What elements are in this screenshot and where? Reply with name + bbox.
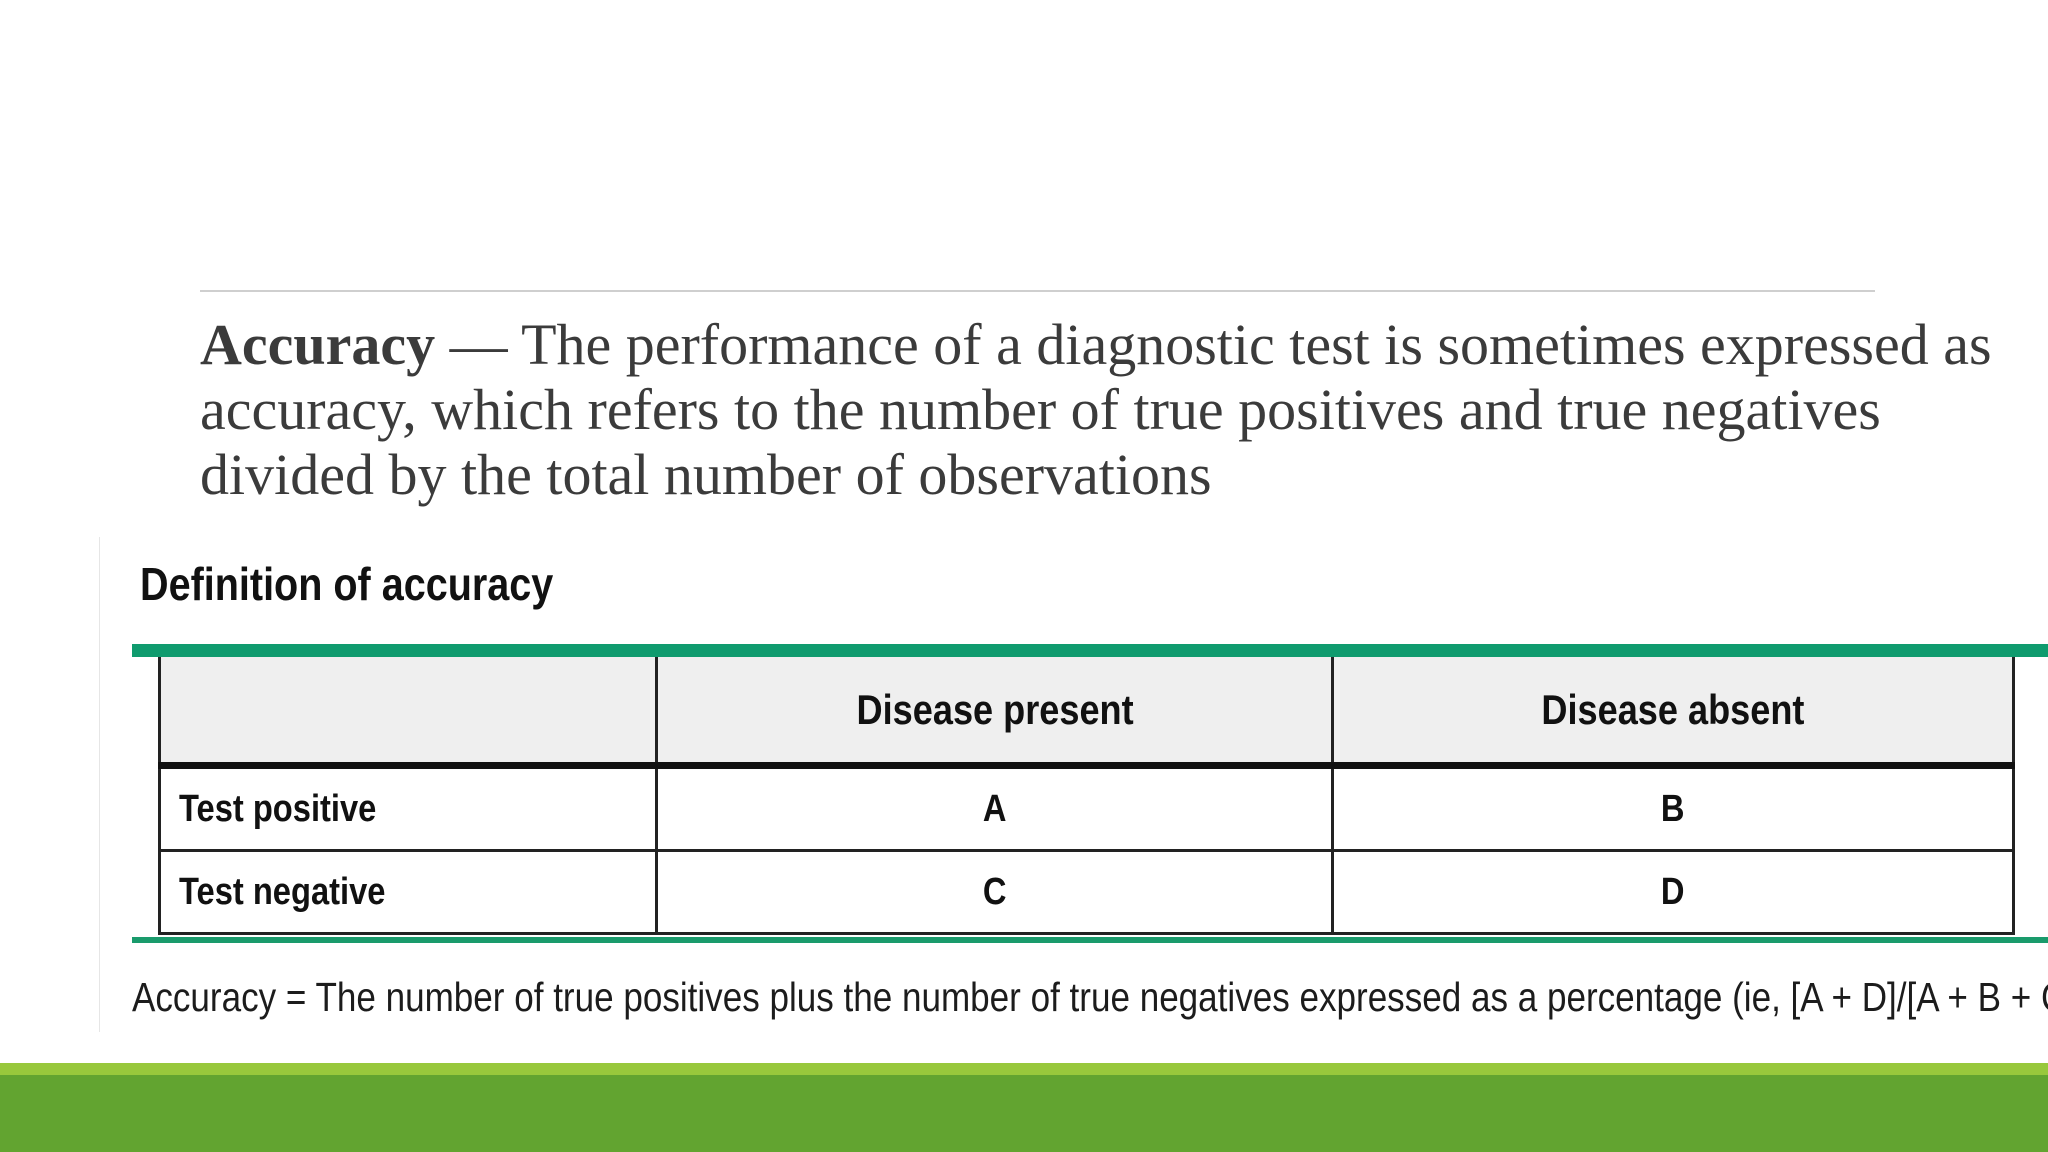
table-cell: D bbox=[1331, 849, 2015, 935]
footer-band bbox=[0, 1075, 2048, 1152]
accuracy-figure: Definition of accuracy Disease present D… bbox=[100, 537, 2048, 1032]
table-header-blank bbox=[157, 657, 659, 769]
table-header-disease-absent: Disease absent bbox=[1331, 657, 2015, 769]
table-row: Test negative C D bbox=[157, 849, 2015, 935]
figure-top-accent-bar bbox=[132, 644, 2048, 657]
title-divider bbox=[200, 290, 1875, 292]
row-label-test-positive: Test positive bbox=[157, 764, 659, 851]
table-cell: C bbox=[655, 849, 1335, 935]
table-cell: A bbox=[655, 764, 1335, 851]
figure-caption: Accuracy = The number of true positives … bbox=[132, 974, 2048, 1020]
table-row: Test positive A B bbox=[157, 764, 2015, 851]
footer-accent-stripe bbox=[0, 1063, 2048, 1075]
figure-title: Definition of accuracy bbox=[140, 558, 554, 610]
term-definition: — The performance of a diagnostic test i… bbox=[200, 312, 1992, 507]
accuracy-table: Disease present Disease absent Test posi… bbox=[157, 657, 2015, 935]
table-header-disease-present: Disease present bbox=[655, 657, 1335, 769]
row-label-test-negative: Test negative bbox=[157, 849, 659, 935]
table-header-row: Disease present Disease absent bbox=[157, 657, 2015, 769]
figure-bottom-accent-bar bbox=[132, 937, 2048, 943]
slide-body-text: Accuracy — The performance of a diagnost… bbox=[200, 312, 2000, 507]
table-cell: B bbox=[1331, 764, 2015, 851]
term-accuracy: Accuracy bbox=[200, 312, 436, 377]
